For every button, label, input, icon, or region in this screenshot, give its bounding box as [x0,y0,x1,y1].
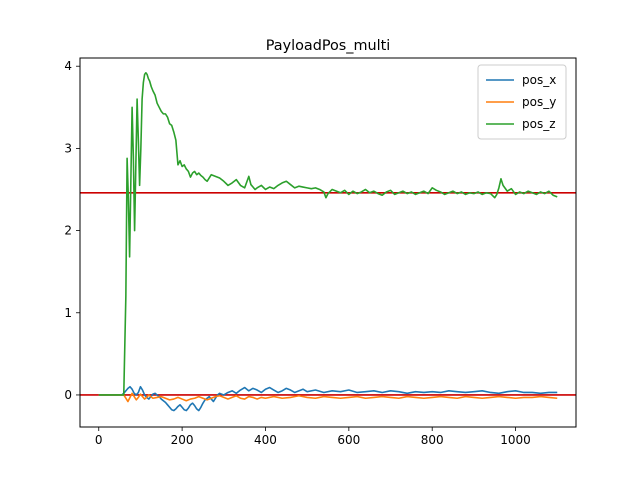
y-tick-label: 0 [64,388,72,402]
legend: pos_x pos_y pos_z [477,64,567,140]
legend-label-pos-y: pos_y [522,95,556,109]
legend-box [477,64,567,140]
series-line-pos-x [98,385,558,412]
y-tick-label: 4 [64,59,72,73]
legend-label-pos-z: pos_z [522,117,556,131]
legend-label-pos-x: pos_x [522,73,556,87]
y-tick-label: 3 [64,141,72,155]
x-axis: 0 200 400 600 800 1000 [95,427,531,447]
x-tick-label: 200 [171,433,194,447]
plot-frame [79,57,577,428]
chart-title: PayloadPos_multi [266,38,391,54]
x-tick-label: 600 [337,433,360,447]
x-tick-label: 0 [95,433,103,447]
series-lines [98,71,558,412]
x-tick-label: 1000 [500,433,531,447]
y-tick-label: 1 [64,306,72,320]
series-line-pos-z [98,71,558,396]
y-tick-label: 2 [64,224,72,238]
x-tick-label: 800 [421,433,444,447]
x-tick-label: 400 [254,433,277,447]
series-line-pos-y [98,392,558,403]
y-axis: 0 1 2 3 4 [64,59,80,402]
